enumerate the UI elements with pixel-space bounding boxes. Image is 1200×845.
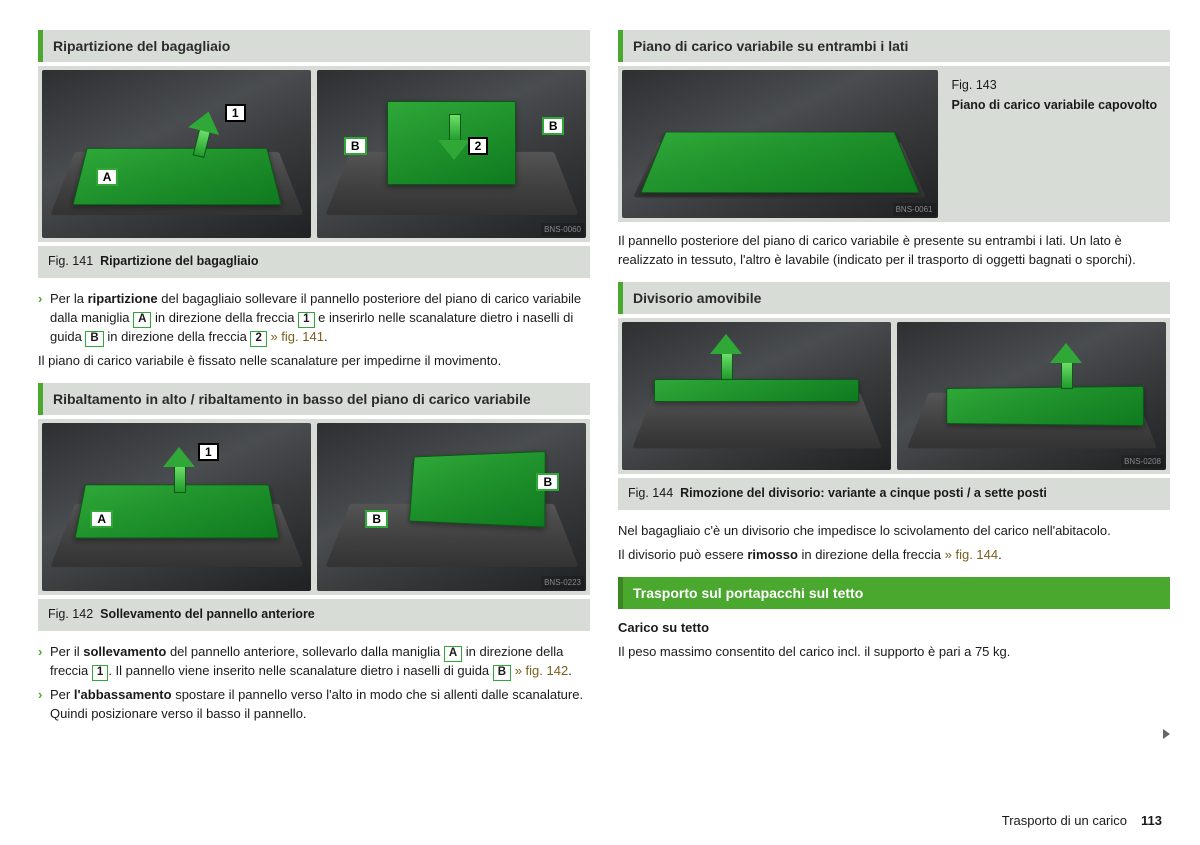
callout-B-left: B	[344, 137, 367, 155]
figure-143-caption: Fig. 143 Piano di carico variabile capov…	[948, 70, 1166, 118]
callout-1: 1	[225, 104, 246, 122]
figure-141-right: 2 B B BNS-0060	[317, 70, 586, 238]
figure-142-right: B B BNS-0223	[317, 423, 586, 591]
figure-143-photo: BNS-0061	[622, 70, 938, 218]
photo-tag: BNS-0060	[541, 223, 584, 237]
page-footer: Trasporto di un carico113	[1002, 812, 1162, 831]
callout-Bb-right: B	[536, 473, 559, 491]
figure-144-caption: Fig. 144 Rimozione del divisorio: varian…	[618, 478, 1170, 510]
section4-body: Nel bagagliaio c'è un divisorio che impe…	[618, 522, 1170, 565]
section1-body: Per la ripartizione del bagagliaio solle…	[38, 290, 590, 370]
continuation-marker-icon	[1163, 729, 1170, 739]
figure-141-caption: Fig. 141 Ripartizione del bagagliaio	[38, 246, 590, 278]
section-heading-ripartizione: Ripartizione del bagagliaio	[38, 30, 590, 62]
callout-A: A	[96, 168, 119, 186]
figure-144: BNS-0208	[618, 318, 1170, 474]
photo-tag: BNS-0061	[893, 203, 936, 217]
figure-142-left: 1 A	[42, 423, 311, 591]
section5-body: Carico su tetto Il peso massimo consenti…	[618, 619, 1170, 662]
callout-1b: 1	[198, 443, 219, 461]
section-heading-piano: Piano di carico variabile su entrambi i …	[618, 30, 1170, 62]
section2-body: Per il sollevamento del pannello anterio…	[38, 643, 590, 723]
callout-B-right: B	[542, 117, 565, 135]
callout-Bb-left: B	[365, 510, 388, 528]
section-heading-ribaltamento: Ribaltamento in alto / ribaltamento in b…	[38, 383, 590, 415]
figure-144-right: BNS-0208	[897, 322, 1166, 470]
section-heading-divisorio: Divisorio amovibile	[618, 282, 1170, 314]
section-heading-trasporto: Trasporto sul portapacchi sul tetto	[618, 577, 1170, 609]
figure-142-caption: Fig. 142 Sollevamento del pannello anter…	[38, 599, 590, 631]
callout-Ab: A	[90, 510, 113, 528]
figure-144-left	[622, 322, 891, 470]
photo-tag: BNS-0208	[1121, 455, 1164, 469]
callout-2: 2	[468, 137, 489, 155]
figure-141: 1 A 2 B B BNS-0060	[38, 66, 590, 242]
photo-tag: BNS-0223	[541, 576, 584, 590]
figure-143: BNS-0061 Fig. 143 Piano di carico variab…	[618, 66, 1170, 222]
figure-142: 1 A B B BNS-0223	[38, 419, 590, 595]
section3-body: Il pannello posteriore del piano di cari…	[618, 232, 1170, 270]
figure-141-left: 1 A	[42, 70, 311, 238]
